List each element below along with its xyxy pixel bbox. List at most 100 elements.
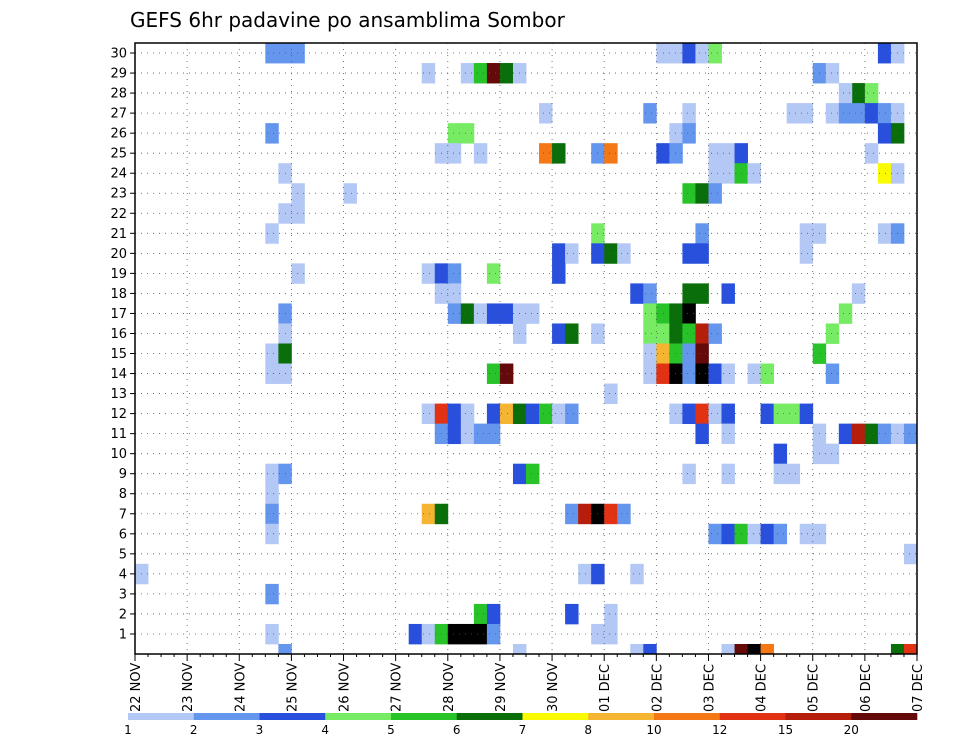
colorbar-swatch	[193, 713, 260, 720]
heatmap-cell	[747, 163, 761, 184]
heatmap-cell	[760, 643, 775, 655]
heatmap-cell	[643, 343, 657, 364]
y-tick-label: 17	[110, 307, 127, 322]
x-tick-label: 05 DEC	[807, 664, 822, 712]
y-tick-label: 20	[110, 247, 127, 262]
y-tick-label: 30	[110, 47, 127, 62]
y-tick-label: 24	[110, 167, 127, 182]
heatmap-cell	[669, 363, 683, 384]
heatmap-cell	[278, 643, 292, 655]
colorbar-label: 3	[256, 723, 264, 737]
heatmap-cell	[760, 523, 775, 545]
heatmap-cell	[643, 323, 657, 344]
heatmap-cell	[877, 123, 892, 144]
heatmap-cell	[421, 263, 436, 284]
heatmap-cell	[512, 643, 527, 655]
heatmap-cell	[799, 523, 814, 545]
x-tick-label: 02 DEC	[650, 664, 665, 712]
heatmap-cell	[825, 443, 840, 465]
heatmap-cell	[460, 303, 475, 324]
heatmap-cell	[291, 203, 305, 224]
heatmap-cell	[695, 243, 709, 264]
heatmap-cell	[695, 223, 709, 244]
heatmap-cell	[864, 103, 879, 124]
heatmap-cell	[539, 143, 553, 164]
heatmap-cell	[486, 303, 501, 324]
y-tick-label: 26	[110, 127, 127, 142]
heatmap-cell	[682, 243, 696, 264]
y-tick-label: 1	[119, 627, 127, 642]
heatmap-cell	[343, 183, 357, 204]
y-tick-label: 16	[110, 327, 127, 342]
y-tick-label: 28	[110, 87, 127, 102]
heatmap-cell	[617, 243, 631, 264]
heatmap-cell	[838, 103, 853, 124]
heatmap-cell	[539, 403, 553, 425]
heatmap-cell	[604, 383, 618, 404]
heatmap-cell	[486, 603, 501, 625]
heatmap-cell	[565, 503, 579, 525]
colorbar-label: 2	[190, 723, 198, 737]
heatmap-cell	[265, 463, 279, 485]
heatmap-cell	[877, 163, 892, 184]
heatmap-cell	[526, 403, 540, 425]
heatmap-cell	[877, 223, 892, 244]
heatmap-cell	[721, 143, 735, 164]
heatmap-cell	[721, 403, 735, 425]
heatmap-cell	[669, 323, 683, 344]
y-tick-label: 2	[119, 607, 127, 622]
heatmap-cell	[708, 183, 722, 204]
heatmap-cell	[291, 183, 305, 204]
heatmap-cell	[499, 303, 514, 324]
heatmap-cell	[447, 423, 462, 445]
colorbar-label: 1	[124, 723, 132, 737]
heatmap-cell	[825, 363, 840, 384]
colorbar-swatch	[522, 713, 589, 720]
heatmap-cell	[695, 43, 709, 64]
heatmap-cell	[721, 463, 735, 485]
heatmap-cell	[747, 363, 761, 384]
heatmap-cell	[265, 523, 279, 545]
heatmap-cell	[825, 323, 840, 344]
heatmap-cell	[499, 63, 514, 84]
x-tick-label: 01 DEC	[598, 664, 613, 712]
heatmap-cell	[864, 423, 879, 445]
heatmap-cell	[786, 103, 801, 124]
heatmap-cell	[695, 283, 709, 304]
heatmap-cell	[773, 443, 788, 465]
y-tick-label: 3	[119, 587, 127, 602]
heatmap-cell	[565, 323, 579, 344]
heatmap-cell	[643, 643, 657, 655]
heatmap-cell	[851, 423, 866, 445]
x-axis: 22 NOV 23 NOV 24 NOV 25 NOV 26 NOV 27 NOV 28 N…	[129, 654, 926, 712]
heatmap-cell	[499, 363, 514, 384]
x-tick-label: 22 NOV	[129, 663, 144, 712]
heatmap-cell	[682, 103, 696, 124]
heatmap-cell	[473, 623, 488, 645]
heatmap-cell	[473, 303, 488, 324]
heatmap-cell	[565, 403, 579, 425]
plot-frame	[134, 42, 918, 655]
heatmap-cell	[851, 83, 866, 104]
heatmap-cell	[721, 163, 735, 184]
heatmap-cell	[552, 403, 566, 425]
heatmap-cell	[447, 143, 462, 164]
heatmap-cell	[643, 363, 657, 384]
colorbar-swatch	[325, 713, 392, 720]
heatmap-cell	[604, 623, 618, 645]
y-tick-label: 27	[110, 107, 127, 122]
y-tick-label: 18	[110, 287, 127, 302]
heatmap-cell	[825, 63, 840, 84]
y-tick-label: 11	[110, 427, 127, 442]
heatmap-cell	[526, 463, 540, 485]
heatmap-cell	[265, 43, 279, 64]
x-tick-label: 24 NOV	[233, 663, 248, 712]
x-tick-label: 03 DEC	[702, 664, 717, 712]
y-tick-label: 9	[119, 467, 127, 482]
heatmap-cell	[265, 503, 279, 525]
heatmap-cell	[851, 283, 866, 304]
heatmap-cell	[630, 283, 644, 304]
y-tick-label: 29	[110, 67, 127, 82]
heatmap-cell	[460, 403, 475, 425]
